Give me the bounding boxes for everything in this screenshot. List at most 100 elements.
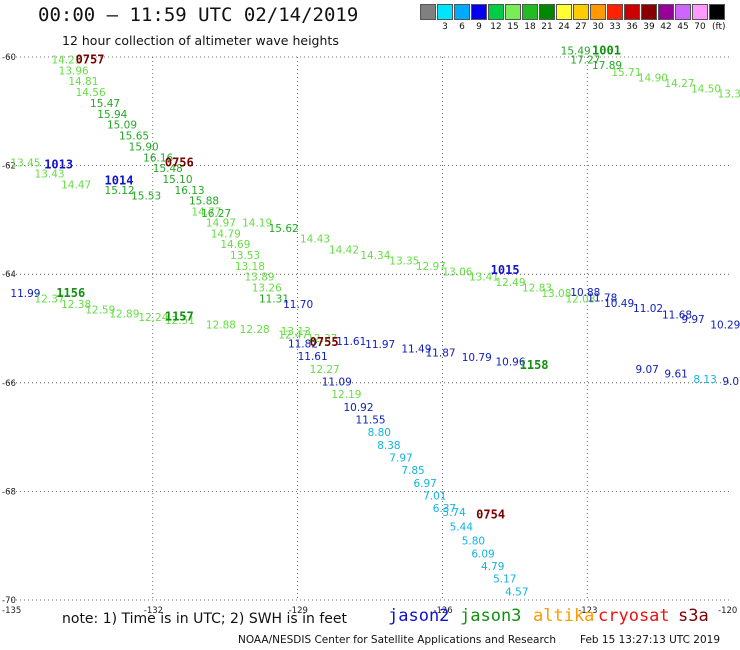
scale-label: 3 — [442, 22, 448, 32]
wave-height-value: 15.09 — [107, 120, 137, 132]
time-label-1158: 1158 — [520, 358, 549, 372]
wave-height-value: 12.49 — [495, 277, 525, 289]
wave-height-value: 12.83 — [522, 283, 552, 295]
wave-height-value: 15.88 — [189, 196, 219, 208]
wave-height-value: 4.57 — [505, 587, 528, 599]
scale-label: 6 — [459, 22, 465, 32]
scale-label: 12 — [490, 22, 502, 32]
wave-height-value: 11.55 — [356, 415, 386, 427]
wave-height-value: 13.13 — [281, 326, 311, 338]
wave-height-value: 9.07 — [722, 376, 740, 388]
wave-height-value: 13.53 — [230, 250, 260, 262]
wave-height-value: 11.49 — [401, 343, 431, 355]
wave-height-value: 6.09 — [471, 549, 494, 561]
time-label-0754: 0754 — [476, 508, 505, 522]
wave-height-value: 12.03 — [565, 293, 595, 305]
longitude-label: -126 — [433, 606, 452, 616]
latitude-label: -70 — [2, 596, 16, 606]
page-subtitle: 12 hour collection of altimeter wave hei… — [62, 33, 339, 48]
wave-height-value: 12.59 — [85, 304, 115, 316]
scale-swatch — [556, 4, 572, 20]
scale-swatch — [522, 4, 538, 20]
wave-height-value: 11.70 — [283, 299, 313, 311]
longitude-label: -120 — [718, 606, 737, 616]
track-0755: 11.7011.8211.6112.2711.0912.1910.9211.55… — [283, 299, 528, 599]
wave-height-value: 8.13 — [693, 374, 716, 386]
scale-swatch — [675, 4, 691, 20]
time-label-1013: 1013 — [44, 157, 73, 171]
wave-height-value: 12.37 — [307, 333, 337, 345]
wave-height-value: 14.97 — [206, 217, 236, 229]
wave-height-value: 5.80 — [462, 536, 485, 548]
scale-swatch — [573, 4, 589, 20]
wave-height-value: 5.44 — [450, 521, 474, 533]
scale-label: 39 — [643, 22, 655, 32]
wave-height-value: 13.18 — [235, 261, 265, 273]
wave-height-value: 10.92 — [343, 402, 373, 414]
wave-height-value: 14.19 — [242, 217, 272, 229]
legend-s3a: s3a — [678, 606, 709, 626]
wave-height-value: 10.79 — [462, 352, 492, 364]
wave-height-value: 14.81 — [68, 76, 98, 88]
scale-swatch — [658, 4, 674, 20]
wave-height-value: 14.34 — [360, 250, 390, 262]
legend-cryosat: cryosat — [598, 606, 670, 626]
wave-height-value: 11.78 — [587, 292, 617, 304]
latitude-label: -66 — [2, 379, 16, 389]
wave-height-value: 13.45 — [10, 158, 40, 170]
wave-height-value: 16.16 — [143, 152, 173, 164]
wave-height-value: 12.89 — [109, 309, 139, 321]
wave-height-value: 7.85 — [401, 465, 424, 477]
scale-label: 18 — [524, 22, 536, 32]
wave-height-value: 15.47 — [90, 98, 120, 110]
wave-height-value: 12.88 — [206, 320, 236, 332]
wave-height-value: 15.94 — [97, 109, 127, 121]
wave-height-value: 14.56 — [76, 87, 106, 99]
wave-height-value: 6.37 — [433, 503, 456, 515]
wave-height-value: 15.12 — [105, 185, 135, 197]
wave-height-value: 16.27 — [201, 208, 231, 220]
wave-height-value: 12.27 — [310, 364, 340, 376]
scale-label: 45 — [677, 22, 689, 32]
wave-height-value: 14.90 — [638, 72, 668, 84]
scale-swatch — [437, 4, 453, 20]
wave-height-value: 13.08 — [541, 288, 571, 300]
page-title: 00:00 – 11:59 UTC 02/14/2019 — [38, 4, 359, 26]
wave-height-value: 7.97 — [389, 453, 412, 465]
scale-swatch — [692, 4, 708, 20]
wave-height-value: 11.31 — [259, 293, 289, 305]
latitude-label: -62 — [2, 162, 16, 172]
wave-height-value: 10.49 — [604, 298, 634, 310]
credit-line: NOAA/NESDIS Center for Satellite Applica… — [238, 634, 556, 646]
wave-height-value: 9.07 — [635, 364, 658, 376]
wave-height-value: 10.29 — [710, 320, 740, 332]
time-label-1156: 1156 — [56, 286, 85, 300]
wave-height-value: 14.69 — [220, 239, 250, 251]
wave-height-value: 14.42 — [329, 245, 359, 257]
wave-height-value: 15.71 — [611, 67, 641, 79]
wave-height-value: 11.99 — [10, 288, 40, 300]
wave-height-value: 13.26 — [252, 283, 282, 295]
units-note: note: 1) Time is in UTC; 2) SWH is in fe… — [62, 611, 348, 627]
wave-height-value: 6.97 — [413, 478, 436, 490]
wave-height-value: 12.51 — [165, 315, 195, 327]
wave-height-value: 12.47 — [278, 329, 308, 341]
scale-swatch — [607, 4, 623, 20]
legend-altika: altika — [533, 606, 595, 626]
time-label-1157: 1157 — [165, 309, 194, 323]
wave-height-value: 15.49 — [561, 45, 591, 57]
track-1158: 9.07 9.61 8.13 9.07 — [635, 364, 740, 388]
wave-height-value: 12.97 — [416, 261, 446, 273]
wave-height-value: 9.97 — [681, 314, 704, 326]
wave-height-value: 4.79 — [481, 561, 504, 573]
wave-height-value: 12.24 — [138, 312, 168, 324]
latitude-label: -60 — [2, 53, 16, 63]
wave-height-value: 10.88 — [570, 287, 600, 299]
wave-height-value: 11.97 — [365, 339, 395, 351]
wave-height-value: 8.80 — [368, 427, 391, 439]
